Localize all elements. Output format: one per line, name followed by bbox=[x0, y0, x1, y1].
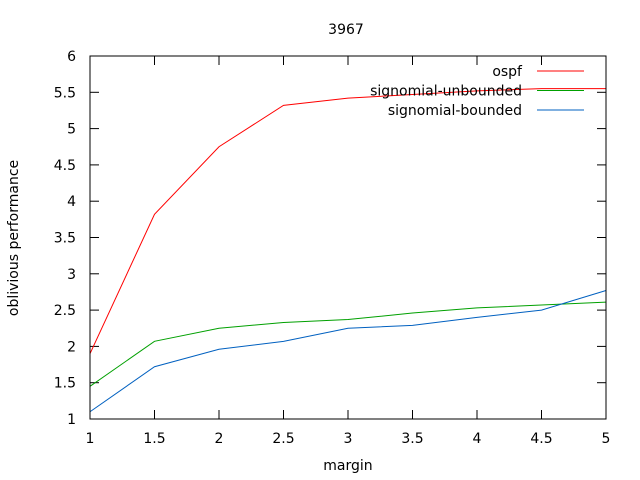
y-tick-label: 4 bbox=[67, 194, 76, 210]
y-axis-label: oblivious performance bbox=[6, 160, 22, 316]
x-tick-label: 3.5 bbox=[401, 431, 423, 447]
y-tick-label: 1 bbox=[67, 412, 76, 428]
legend-label: signomial-unbounded bbox=[370, 84, 522, 100]
y-tick-label: 4.5 bbox=[54, 158, 76, 174]
legend-label: signomial-bounded bbox=[388, 103, 522, 119]
y-tick-label: 2.5 bbox=[54, 303, 76, 319]
series-line-signomial-bounded bbox=[89, 290, 607, 413]
chart-title: 3967 bbox=[328, 22, 364, 38]
y-tick-label: 5.5 bbox=[54, 85, 76, 101]
x-tick-label: 4.5 bbox=[530, 431, 552, 447]
y-tick-label: 6 bbox=[67, 49, 76, 65]
x-tick-label: 5 bbox=[602, 431, 611, 447]
x-tick-label: 2.5 bbox=[272, 431, 294, 447]
y-tick-label: 5 bbox=[67, 122, 76, 138]
x-tick-label: 4 bbox=[473, 431, 482, 447]
y-axis-ticks: 1 1.5 2 2.5 3 3.5 4 4.5 5 5.5 6 bbox=[54, 49, 606, 428]
x-tick-label: 2 bbox=[215, 431, 224, 447]
legend-label: ospf bbox=[492, 64, 523, 80]
y-tick-label: 2 bbox=[67, 339, 76, 355]
legend: ospf signomial-unbounded signomial-bounded bbox=[370, 64, 584, 119]
x-tick-label: 1 bbox=[86, 431, 95, 447]
y-tick-label: 3 bbox=[67, 267, 76, 283]
x-tick-label: 3 bbox=[344, 431, 353, 447]
plot-frame bbox=[89, 55, 607, 420]
series-line-ospf bbox=[89, 88, 606, 354]
series-lines bbox=[89, 88, 607, 413]
x-axis-ticks: 1 1.5 2 2.5 3 3.5 4 4.5 5 bbox=[86, 56, 611, 447]
x-axis-label: margin bbox=[323, 458, 372, 474]
y-tick-label: 3.5 bbox=[54, 231, 76, 247]
x-tick-label: 1.5 bbox=[143, 431, 165, 447]
series-line-signomial-unbounded bbox=[89, 301, 607, 387]
y-tick-label: 1.5 bbox=[54, 376, 76, 392]
